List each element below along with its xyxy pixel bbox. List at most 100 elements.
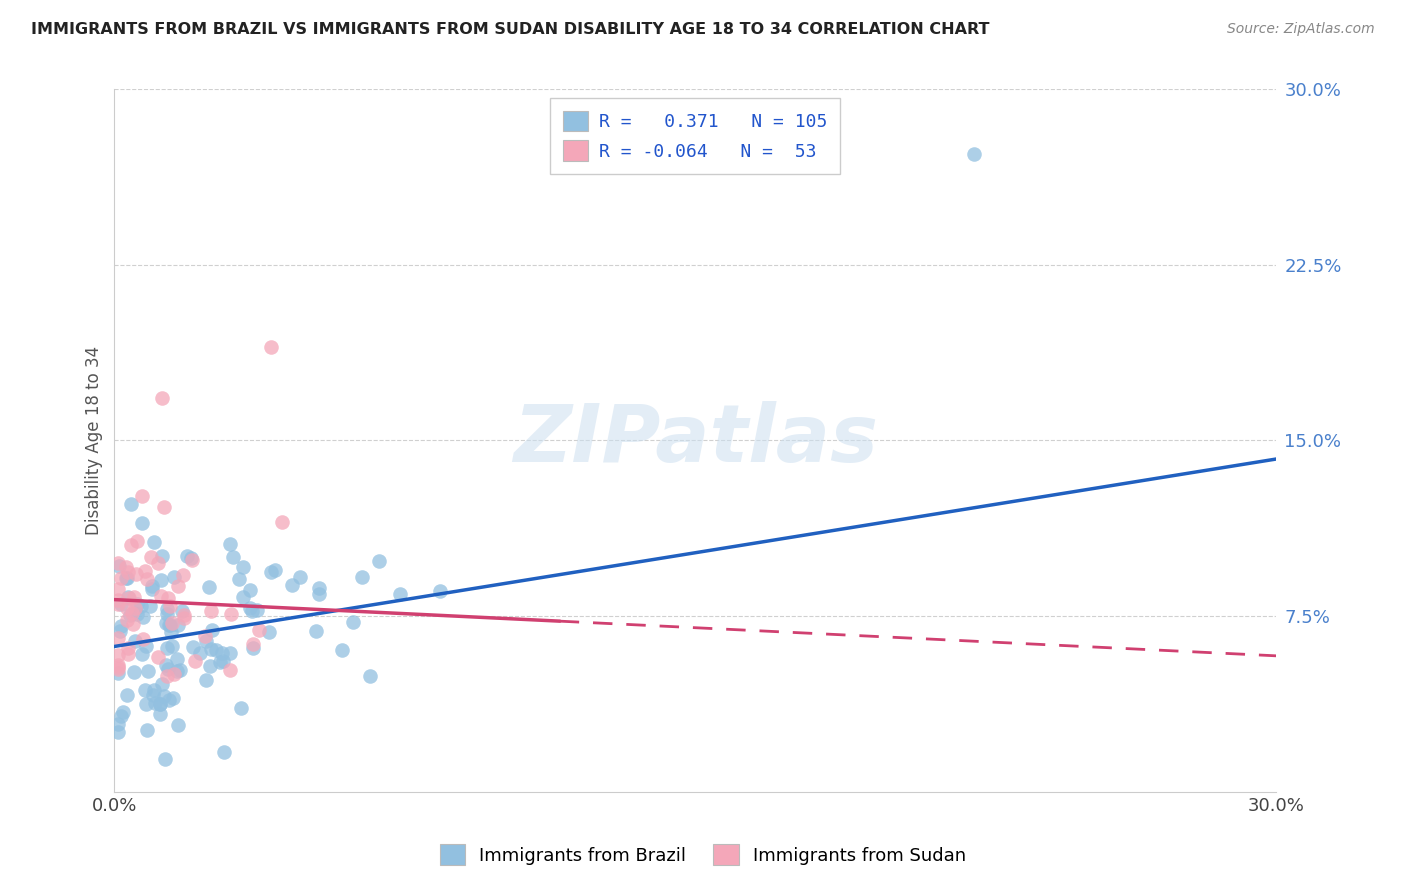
- Point: [135, 723, 157, 738]
- Point: [125, 533, 148, 548]
- Point: [156, 602, 179, 616]
- Point: [114, 560, 136, 574]
- Point: [163, 570, 186, 584]
- Point: [141, 579, 163, 593]
- Point: [152, 689, 174, 703]
- Point: [107, 724, 129, 739]
- Point: [120, 538, 142, 552]
- Point: [115, 688, 138, 702]
- Point: [131, 516, 153, 530]
- Point: [107, 631, 129, 645]
- Point: [211, 646, 233, 660]
- Point: [260, 565, 283, 579]
- Point: [117, 590, 139, 604]
- Point: [124, 600, 146, 615]
- Y-axis label: Disability Age 18 to 34: Disability Age 18 to 34: [86, 346, 103, 535]
- Point: [221, 550, 243, 565]
- Point: [121, 617, 143, 632]
- Point: [149, 589, 172, 603]
- Point: [141, 549, 163, 564]
- Point: [153, 500, 176, 514]
- Point: [162, 690, 184, 705]
- Text: Source: ZipAtlas.com: Source: ZipAtlas.com: [1227, 22, 1375, 37]
- Point: [212, 745, 235, 759]
- Point: [181, 640, 204, 655]
- Point: [107, 556, 129, 570]
- Point: [110, 624, 132, 639]
- Point: [305, 624, 328, 638]
- Point: [149, 697, 172, 711]
- Point: [122, 665, 145, 680]
- Point: [242, 640, 264, 655]
- Point: [231, 701, 253, 715]
- Point: [150, 391, 173, 405]
- Point: [350, 570, 373, 584]
- Point: [107, 648, 129, 662]
- Point: [388, 586, 411, 600]
- Point: [107, 666, 129, 681]
- Point: [150, 549, 173, 563]
- Point: [135, 639, 157, 653]
- Point: [107, 716, 129, 731]
- Point: [359, 668, 381, 682]
- Point: [247, 623, 270, 637]
- Point: [368, 554, 391, 568]
- Point: [107, 582, 129, 596]
- Point: [136, 664, 159, 678]
- Point: [134, 564, 156, 578]
- Point: [228, 572, 250, 586]
- Point: [160, 640, 183, 654]
- Point: [166, 618, 188, 632]
- Point: [155, 657, 177, 672]
- Point: [176, 549, 198, 563]
- Legend: R =   0.371   N = 105, R = -0.064   N =  53: R = 0.371 N = 105, R = -0.064 N = 53: [550, 98, 841, 174]
- Point: [107, 593, 129, 607]
- Point: [200, 604, 222, 618]
- Point: [108, 559, 131, 574]
- Point: [163, 666, 186, 681]
- Point: [134, 683, 156, 698]
- Point: [166, 652, 188, 666]
- Point: [135, 697, 157, 711]
- Point: [115, 571, 138, 585]
- Point: [150, 677, 173, 691]
- Point: [159, 618, 181, 632]
- Point: [166, 718, 188, 732]
- Point: [211, 654, 233, 668]
- Point: [332, 642, 354, 657]
- Point: [166, 664, 188, 678]
- Point: [150, 574, 173, 588]
- Point: [110, 571, 132, 585]
- Point: [131, 647, 153, 661]
- Point: [239, 582, 262, 597]
- Point: [110, 619, 132, 633]
- Point: [184, 654, 207, 668]
- Point: [270, 515, 292, 529]
- Point: [121, 606, 143, 620]
- Point: [111, 705, 134, 719]
- Point: [218, 537, 240, 551]
- Point: [142, 688, 165, 702]
- Point: [172, 604, 194, 618]
- Point: [181, 553, 204, 567]
- Point: [146, 556, 169, 570]
- Point: [194, 629, 217, 643]
- Point: [124, 634, 146, 648]
- Point: [157, 662, 180, 676]
- Point: [197, 580, 219, 594]
- Point: [308, 582, 330, 596]
- Point: [110, 708, 132, 723]
- Point: [188, 646, 211, 660]
- Point: [259, 625, 281, 640]
- Point: [173, 610, 195, 624]
- Point: [205, 642, 228, 657]
- Point: [107, 659, 129, 673]
- Point: [156, 641, 179, 656]
- Point: [125, 566, 148, 581]
- Point: [146, 650, 169, 665]
- Point: [117, 640, 139, 655]
- Point: [118, 608, 141, 623]
- Legend: Immigrants from Brazil, Immigrants from Sudan: Immigrants from Brazil, Immigrants from …: [433, 837, 973, 872]
- Point: [201, 624, 224, 638]
- Point: [169, 664, 191, 678]
